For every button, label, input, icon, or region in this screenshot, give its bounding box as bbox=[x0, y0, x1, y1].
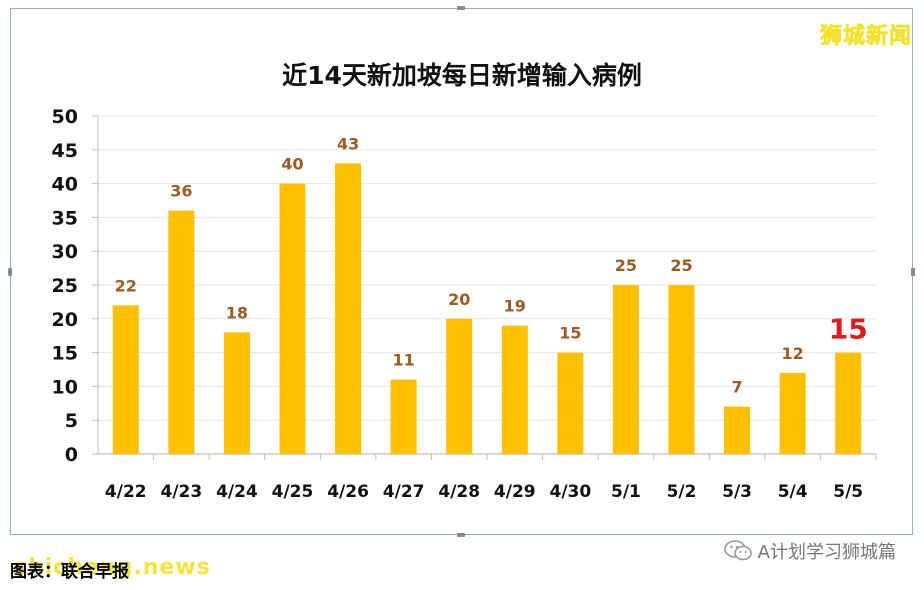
x-tick-label: 4/23 bbox=[161, 482, 203, 502]
x-tick-label: 4/27 bbox=[383, 482, 425, 502]
bar-4-29 bbox=[501, 325, 528, 454]
y-tick-label: 25 bbox=[52, 275, 78, 297]
value-label: 15 bbox=[559, 324, 581, 343]
y-tick-label: 5 bbox=[65, 410, 78, 432]
value-label: 19 bbox=[504, 297, 526, 316]
x-tick-label: 4/24 bbox=[216, 482, 258, 502]
x-tick-label: 5/5 bbox=[833, 482, 863, 502]
value-label: 12 bbox=[782, 344, 804, 363]
y-tick-label: 30 bbox=[52, 241, 78, 263]
bar-4-23 bbox=[168, 210, 195, 454]
account-label: A计划学习狮城篇 bbox=[757, 542, 896, 563]
value-label: 43 bbox=[337, 134, 359, 153]
value-label: 36 bbox=[170, 182, 192, 201]
resize-handle-right[interactable] bbox=[911, 268, 915, 276]
x-tick-label: 4/25 bbox=[272, 482, 314, 502]
resize-handle-top[interactable] bbox=[457, 6, 465, 10]
x-tick-label: 4/30 bbox=[550, 482, 592, 502]
chart-source: 图表：联合早报 bbox=[10, 562, 129, 582]
bar-4-27 bbox=[390, 379, 417, 454]
bar-4-28 bbox=[446, 318, 473, 454]
value-label: 18 bbox=[226, 303, 248, 322]
resize-handle-bottom[interactable] bbox=[457, 533, 465, 537]
bar-5-2 bbox=[668, 285, 695, 454]
value-label: 11 bbox=[393, 351, 415, 370]
bar-4-26 bbox=[335, 163, 362, 454]
value-label: 15 bbox=[829, 313, 868, 346]
bar-4-30 bbox=[557, 352, 584, 454]
resize-handle-left[interactable] bbox=[8, 268, 12, 276]
x-tick-label: 4/26 bbox=[327, 482, 369, 502]
x-tick-label: 4/28 bbox=[438, 482, 480, 502]
value-label: 25 bbox=[615, 256, 637, 275]
y-tick-label: 15 bbox=[52, 343, 78, 365]
bar-5-4 bbox=[779, 372, 806, 454]
bar-5-3 bbox=[724, 406, 751, 454]
value-label: 25 bbox=[670, 256, 692, 275]
value-label: 20 bbox=[448, 290, 470, 309]
x-tick-label: 4/29 bbox=[494, 482, 536, 502]
y-tick-label: 45 bbox=[52, 140, 78, 162]
x-tick-label: 5/4 bbox=[778, 482, 808, 502]
footer-watermark: shicheng.news bbox=[14, 555, 211, 580]
bar-4-25 bbox=[279, 183, 306, 454]
y-tick-label: 35 bbox=[52, 207, 78, 229]
wechat-icon bbox=[723, 540, 752, 562]
bar-4-24 bbox=[223, 332, 250, 454]
x-tick-label: 5/3 bbox=[722, 482, 752, 502]
bar-4-22 bbox=[112, 305, 139, 454]
x-tick-label: 5/1 bbox=[611, 482, 641, 502]
bar-5-1 bbox=[612, 285, 639, 454]
x-tick-label: 5/2 bbox=[667, 482, 697, 502]
y-tick-label: 50 bbox=[52, 106, 78, 128]
chart-title: 近14天新加坡每日新增输入病例 bbox=[282, 61, 642, 90]
y-tick-label: 20 bbox=[52, 309, 78, 331]
account-name: A计划学习狮城篇 bbox=[723, 538, 896, 564]
y-tick-label: 0 bbox=[65, 444, 78, 466]
y-tick-label: 10 bbox=[52, 376, 78, 398]
value-label: 40 bbox=[281, 155, 303, 174]
y-tick-label: 40 bbox=[52, 174, 78, 196]
x-tick-label: 4/22 bbox=[105, 482, 147, 502]
brand-logo: 狮城新闻 bbox=[819, 24, 912, 49]
bar-5-5 bbox=[835, 352, 862, 454]
value-label: 7 bbox=[732, 378, 743, 397]
value-label: 22 bbox=[115, 276, 137, 295]
